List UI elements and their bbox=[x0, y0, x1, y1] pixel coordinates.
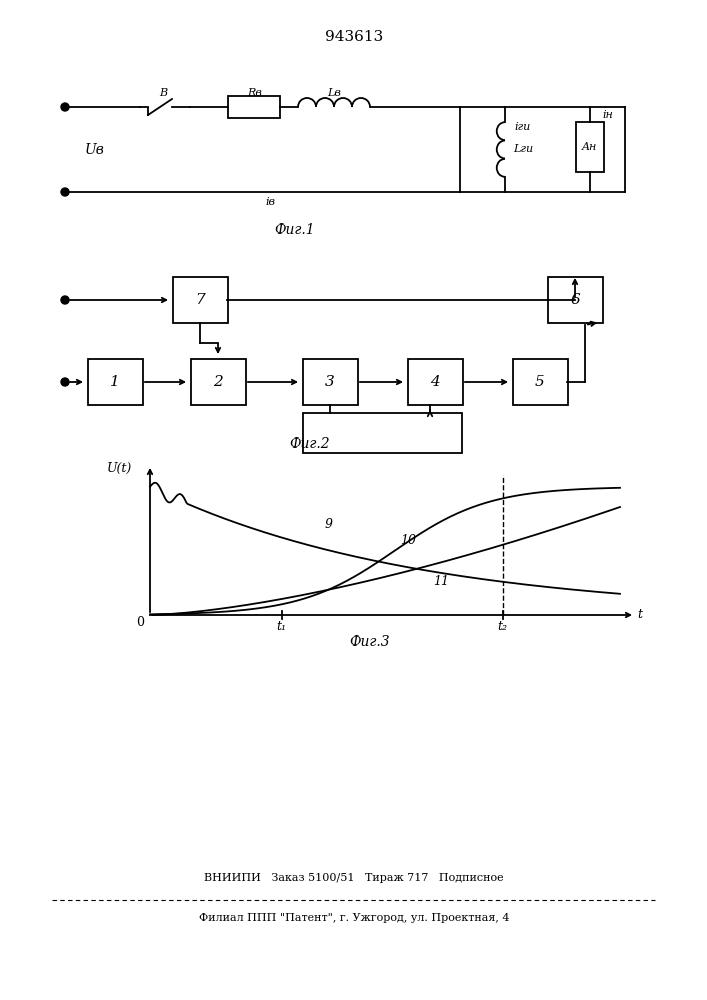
Bar bbox=[88, 359, 143, 405]
Bar bbox=[303, 413, 462, 453]
Bar bbox=[408, 359, 463, 405]
Text: iв: iв bbox=[265, 197, 275, 207]
Text: Rв: Rв bbox=[247, 88, 262, 98]
Bar bbox=[191, 359, 246, 405]
Text: Фиг.1: Фиг.1 bbox=[275, 223, 315, 237]
Text: 0: 0 bbox=[136, 616, 144, 630]
Text: ВНИИПИ   Заказ 5100/51   Тираж 717   Подписное: ВНИИПИ Заказ 5100/51 Тираж 717 Подписное bbox=[204, 873, 504, 883]
Bar bbox=[576, 122, 604, 172]
Text: Aн: Aн bbox=[583, 142, 597, 152]
Bar bbox=[228, 96, 280, 118]
Text: B: B bbox=[159, 88, 167, 98]
Text: iги: iги bbox=[515, 122, 531, 132]
Text: Фиг.3: Фиг.3 bbox=[350, 635, 390, 649]
Bar bbox=[548, 277, 603, 323]
Text: 10: 10 bbox=[400, 534, 416, 547]
Text: 4: 4 bbox=[430, 375, 440, 389]
Text: 943613: 943613 bbox=[325, 30, 383, 44]
Text: 5: 5 bbox=[535, 375, 545, 389]
Text: 2: 2 bbox=[213, 375, 223, 389]
Circle shape bbox=[61, 296, 69, 304]
Text: U(t): U(t) bbox=[107, 462, 132, 475]
Circle shape bbox=[61, 378, 69, 386]
Text: t₂: t₂ bbox=[498, 620, 508, 634]
Text: 7: 7 bbox=[195, 293, 205, 307]
Text: t₁: t₁ bbox=[276, 620, 286, 634]
Text: Фиг.2: Фиг.2 bbox=[290, 437, 330, 451]
Text: Lги: Lги bbox=[513, 144, 533, 154]
Text: iн: iн bbox=[602, 110, 614, 120]
Text: 11: 11 bbox=[433, 575, 450, 588]
Text: Lв: Lв bbox=[327, 88, 341, 98]
Text: 6: 6 bbox=[570, 293, 580, 307]
Text: 3: 3 bbox=[325, 375, 335, 389]
Text: 1: 1 bbox=[110, 375, 120, 389]
Text: Uв: Uв bbox=[85, 143, 105, 157]
Circle shape bbox=[61, 103, 69, 111]
Bar bbox=[173, 277, 228, 323]
Text: t: t bbox=[638, 608, 643, 621]
Circle shape bbox=[61, 188, 69, 196]
Bar bbox=[513, 359, 568, 405]
Bar bbox=[303, 359, 358, 405]
Text: Филиал ППП "Патент", г. Ужгород, ул. Проектная, 4: Филиал ППП "Патент", г. Ужгород, ул. Про… bbox=[199, 913, 509, 923]
Text: 9: 9 bbox=[325, 518, 332, 530]
